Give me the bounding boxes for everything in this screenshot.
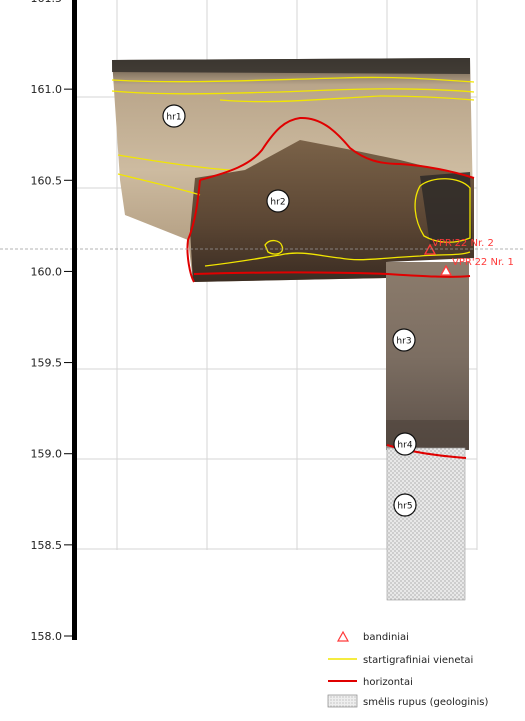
svg-text:hr2: hr2 [270, 198, 285, 208]
triangle-icon [336, 630, 350, 642]
sample-markers: VPR'22 Nr. 2 VPR'22 Nr. 1 [423, 238, 514, 276]
legend-item-geological: smėlis rupus (geologinis) [327, 694, 488, 708]
svg-text:bandiniai: bandiniai [363, 632, 409, 643]
sample-marker[interactable] [423, 243, 437, 255]
y-tick-label: 161.5 [31, 0, 63, 5]
y-tick-label: 158.5 [31, 539, 63, 552]
svg-text:hr1: hr1 [166, 113, 181, 123]
legend-item-horizons: horizontai [328, 677, 413, 688]
horizon-label-hr5: hr5 [393, 493, 417, 517]
legend: bandiniai startigrafiniai vienetai horiz… [327, 630, 488, 708]
svg-text:smėlis rupus (geologinis): smėlis rupus (geologinis) [363, 697, 488, 708]
y-tick-label: 159.0 [31, 448, 63, 461]
legend-item-stratigraphic: startigrafiniai vienetai [328, 655, 473, 666]
horizon-label-hr1: hr1 [162, 104, 186, 128]
geological-sand-area [386, 447, 466, 601]
elevation-scale-bar [72, 0, 77, 640]
horizon-label-hr2: hr2 [266, 189, 290, 213]
sample-label-2: VPR'22 Nr. 2 [432, 238, 494, 249]
svg-text:horizontai: horizontai [363, 677, 413, 688]
sand-hatch-icon [327, 694, 358, 708]
y-tick-label: 160.5 [31, 174, 63, 187]
horizon-label-hr3: hr3 [392, 328, 416, 352]
sample-label-1: VPR'22 Nr. 1 [452, 257, 514, 268]
horizon-lines [186, 116, 475, 459]
horizon-labels: hr1 hr2 hr3 hr4 hr5 [162, 104, 417, 517]
y-tick-label: 161.0 [31, 83, 63, 96]
svg-text:hr3: hr3 [396, 337, 411, 347]
stratigraphic-lines [111, 76, 475, 267]
svg-text:hr4: hr4 [397, 441, 412, 451]
y-tick-label: 160.0 [31, 265, 63, 278]
y-axis: 158.0 158.5 159.0 159.5 160.0 160.5 161.0 161.5 [31, 0, 72, 643]
profile-photo [112, 58, 474, 450]
y-tick-label: 159.5 [31, 357, 63, 370]
sample-marker[interactable] [439, 264, 453, 276]
svg-text:startigrafiniai vienetai: startigrafiniai vienetai [363, 655, 473, 666]
legend-item-samples: bandiniai [336, 630, 409, 643]
y-tick-label: 158.0 [31, 630, 63, 643]
horizon-label-hr4: hr4 [393, 432, 417, 456]
svg-text:hr5: hr5 [397, 502, 412, 512]
